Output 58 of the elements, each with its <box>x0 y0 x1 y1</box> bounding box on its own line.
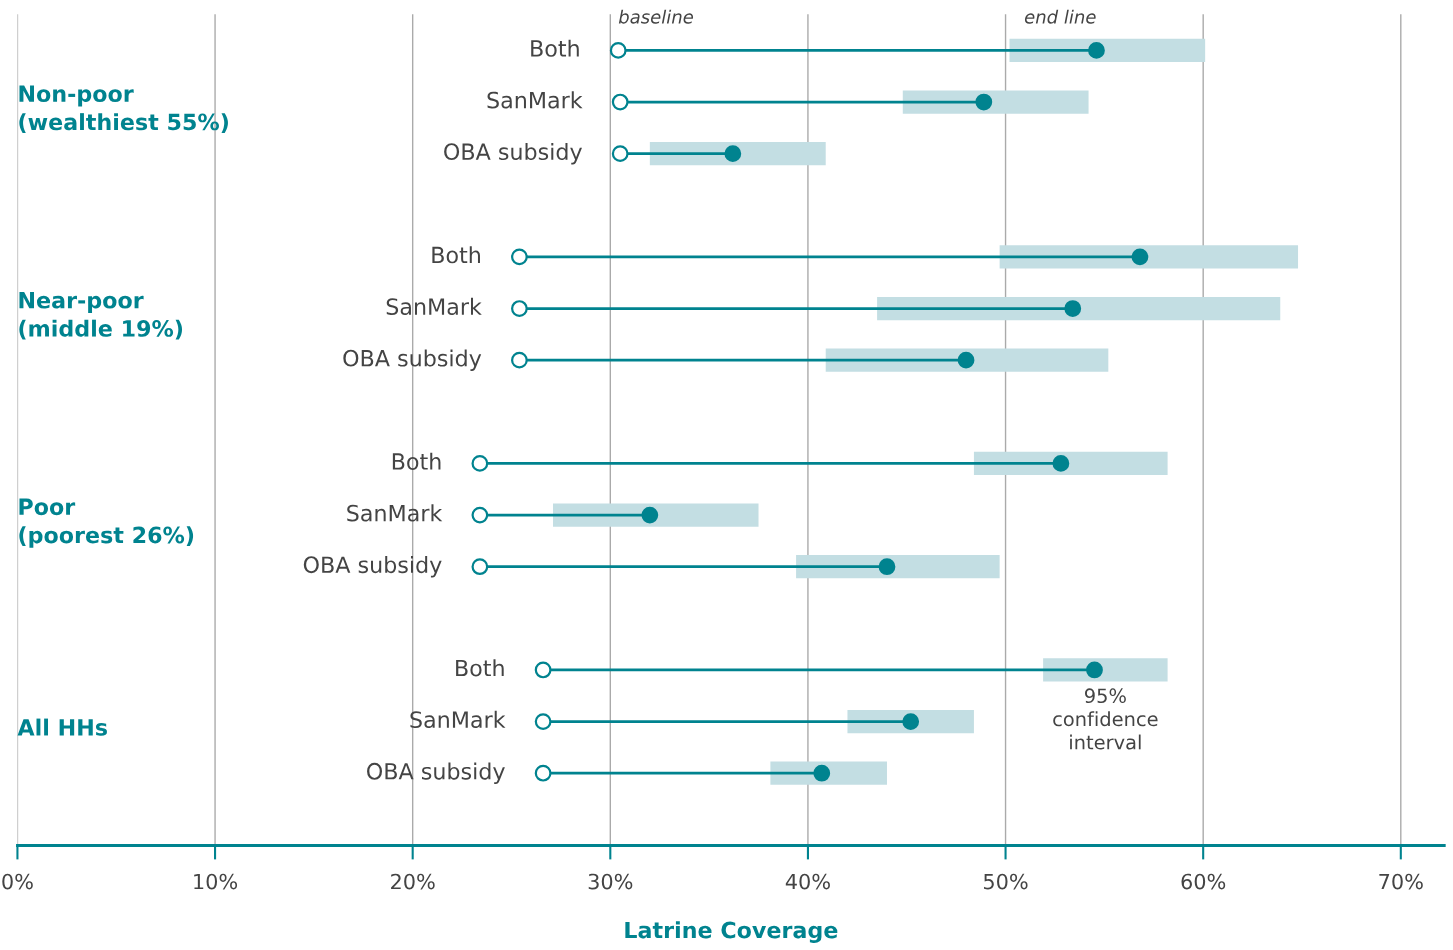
point <box>1086 661 1103 679</box>
point <box>878 558 896 576</box>
point <box>534 713 552 730</box>
point <box>534 661 552 679</box>
x-tick-label: 20% <box>391 873 435 890</box>
point <box>611 93 629 111</box>
y-tick-label: Both <box>456 659 504 677</box>
series-label: end line <box>1024 9 1096 24</box>
y-tick-label: SanMark <box>487 91 583 109</box>
x-tick-label: 70% <box>1379 873 1423 890</box>
point <box>511 351 528 369</box>
y-tick-label: OBA subsidy <box>303 555 442 578</box>
bar <box>877 296 1281 321</box>
y-tick-label: OBA subsidy <box>444 142 582 165</box>
annotation: Non-poor (wealthiest 55%) <box>19 85 228 133</box>
y-tick-label: SanMark <box>410 710 506 729</box>
y-tick-label: OBA subsidy <box>343 349 482 371</box>
x-tick-label: 60% <box>1181 873 1226 890</box>
bar <box>999 245 1299 269</box>
bar <box>553 503 759 527</box>
y-tick-label: Both <box>531 39 579 57</box>
point <box>511 300 528 317</box>
y-tick-label: SanMark <box>347 504 443 522</box>
point <box>1131 248 1149 266</box>
bar <box>825 348 1109 372</box>
series-label: baseline <box>618 9 694 24</box>
x-tick-label: 30% <box>588 873 633 890</box>
point <box>609 42 627 59</box>
bar <box>902 90 1089 114</box>
y-tick-label: SanMark <box>386 297 482 315</box>
point <box>724 145 742 163</box>
point <box>534 764 552 782</box>
y-tick-label: Both <box>392 452 441 470</box>
point <box>1052 455 1070 472</box>
x-tick-label: 0% <box>2 873 33 890</box>
point <box>1088 42 1105 59</box>
point <box>957 351 975 369</box>
series-label: 95% confidence interval <box>1053 688 1158 750</box>
annotation: Poor (poorest 26%) <box>19 498 194 548</box>
y-tick-label: OBA subsidy <box>367 762 505 784</box>
bar <box>796 555 1000 579</box>
point <box>511 248 528 266</box>
x-tick-label: 10% <box>194 873 238 890</box>
point <box>902 713 920 730</box>
annotation: All HHs <box>17 718 107 736</box>
point <box>471 558 489 576</box>
point <box>611 145 629 163</box>
y-tick-label: Both <box>432 246 480 264</box>
x-tick-label: 50% <box>984 873 1028 890</box>
point <box>641 506 659 524</box>
point <box>1064 300 1082 317</box>
annotation: Near-poor (middle 19%) <box>19 292 183 340</box>
x-axis-title: Latrine Coverage <box>625 921 838 943</box>
point <box>813 764 831 782</box>
point <box>975 93 993 111</box>
point <box>471 455 489 472</box>
x-tick-label: 40% <box>785 873 830 890</box>
point <box>471 506 489 524</box>
